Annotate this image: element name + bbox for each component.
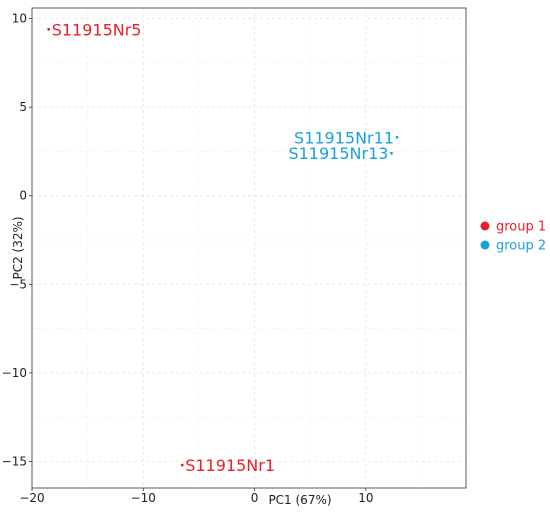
x-tick-label: 0 (251, 491, 259, 505)
data-point (395, 135, 399, 139)
y-tick-label: −5 (9, 277, 27, 291)
legend: group 1 group 2 (480, 220, 546, 254)
x-tick-label: 10 (358, 491, 373, 505)
point-label: S11915Nr11 (294, 128, 394, 147)
axis-ticks: −20 −10 0 10 10 5 0 −5 −10 −15 (2, 12, 374, 505)
x-tick-label: −10 (131, 491, 156, 505)
legend-entry: group 2 (496, 239, 546, 254)
data-point (47, 27, 51, 31)
legend-swatch (480, 221, 490, 231)
y-tick-label: −10 (2, 366, 27, 380)
legend-swatch (480, 240, 490, 250)
data-point (390, 151, 393, 155)
y-tick-label: −15 (2, 454, 27, 468)
y-tick-label: 0 (19, 189, 27, 203)
data-point (180, 463, 184, 467)
point-label: S11915Nr1 (185, 456, 275, 475)
point-label: S11915Nr5 (52, 20, 142, 39)
plot-panel-border (31, 7, 467, 489)
y-tick-label: 5 (19, 100, 27, 114)
y-axis-label: PC2 (32%) (11, 216, 25, 279)
y-tick-label: 10 (12, 12, 27, 26)
legend-entry: group 1 (496, 220, 546, 235)
x-tick-label: −20 (19, 491, 44, 505)
gridlines (31, 8, 466, 488)
x-axis-label: PC1 (67%) (268, 493, 331, 507)
point-label: S11915Nr13 (288, 144, 388, 163)
